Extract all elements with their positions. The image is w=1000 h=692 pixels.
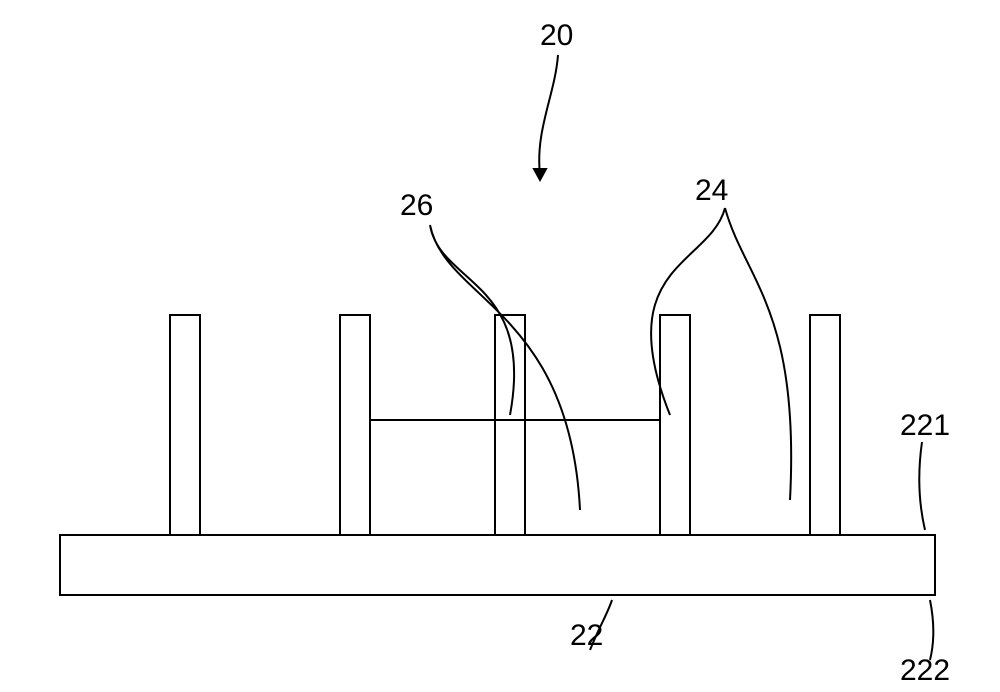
pillar-1: [170, 315, 200, 535]
pillar-2: [340, 315, 370, 535]
pillar-5: [810, 315, 840, 535]
label-20: 20: [540, 19, 573, 52]
leader-20: [539, 55, 558, 175]
arrowhead-20: [532, 168, 547, 182]
pillar-3: [495, 315, 525, 535]
label-26: 26: [400, 189, 433, 222]
label-222: 222: [900, 654, 950, 687]
label-24: 24: [695, 174, 728, 207]
pillar-4: [660, 315, 690, 535]
label-221: 221: [900, 409, 950, 442]
base-slab: [60, 535, 935, 595]
leader-222: [930, 600, 933, 660]
label-22: 22: [570, 619, 603, 652]
leader-221: [919, 442, 925, 530]
